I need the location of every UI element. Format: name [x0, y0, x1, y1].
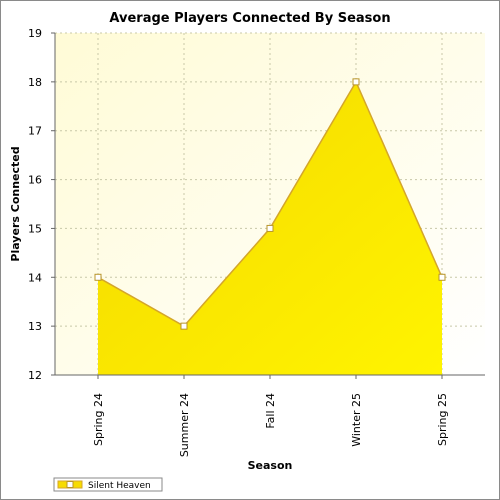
legend-label: Silent Heaven	[88, 481, 151, 491]
y-tick-label: 17	[28, 125, 42, 138]
axes	[51, 32, 485, 379]
x-tick-labels: Spring 24 Summer 24 Fall 24 Winter 25 Spring…	[92, 393, 449, 457]
legend-marker-icon	[66, 481, 74, 488]
y-tick-label: 12	[28, 369, 42, 382]
data-point	[180, 322, 188, 330]
x-tick-label: Fall 24	[264, 393, 277, 429]
data-points	[94, 78, 446, 330]
x-tick-label: Spring 25	[436, 393, 449, 446]
y-tick-labels: 12 13 14 15 16 17 18 19	[28, 27, 42, 382]
x-tick-label: Winter 25	[350, 393, 363, 447]
y-tick-label: 15	[28, 222, 42, 235]
data-point	[94, 273, 102, 281]
y-tick-label: 16	[28, 174, 42, 187]
x-tick-label: Summer 24	[178, 393, 191, 457]
legend: Silent Heaven	[53, 477, 163, 492]
y-axis-title: Players Connected	[9, 146, 22, 261]
y-tick-label: 13	[28, 320, 42, 333]
y-tick-label: 14	[28, 271, 42, 284]
data-point	[438, 273, 446, 281]
chart-title: Average Players Connected By Season	[109, 11, 390, 26]
y-tick-label: 18	[28, 76, 42, 89]
x-tick-label: Spring 24	[92, 393, 105, 446]
y-tick-label: 19	[28, 27, 42, 40]
x-axis-title: Season	[248, 459, 293, 472]
data-point	[352, 78, 360, 86]
data-point	[266, 224, 274, 232]
series-area	[98, 81, 442, 375]
